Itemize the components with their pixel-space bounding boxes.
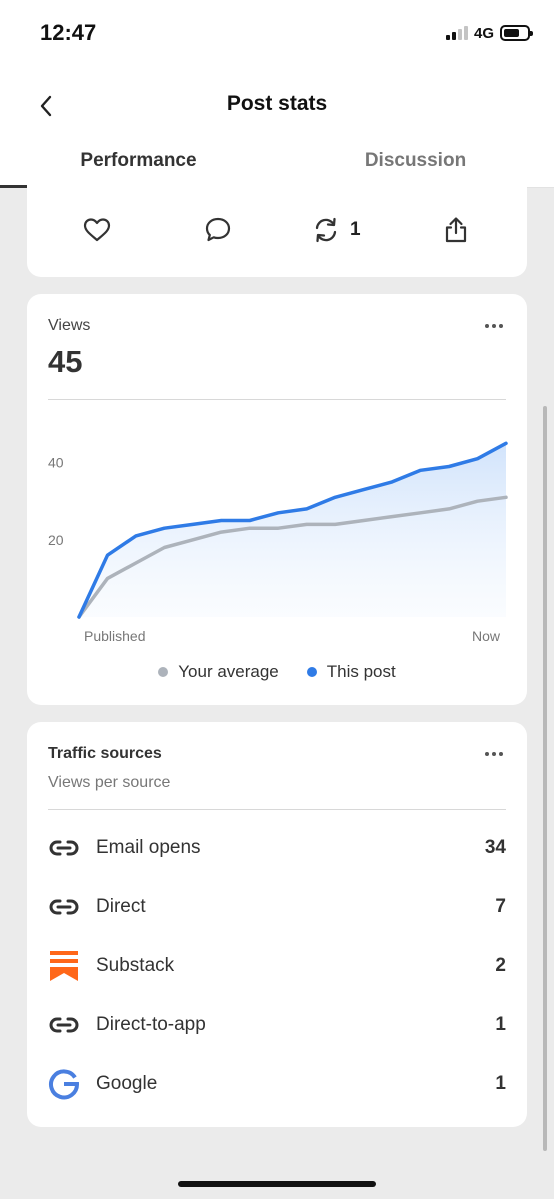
legend-item-post: This post: [306, 662, 396, 682]
status-indicators: 4G: [445, 22, 533, 44]
restack-button[interactable]: 1: [312, 212, 361, 248]
traffic-sources-card: Traffic sources Views per source Email o…: [27, 722, 527, 1127]
heart-icon: [83, 218, 111, 242]
source-count: 1: [495, 1073, 506, 1094]
dot-icon: [492, 324, 496, 328]
traffic-row-substack: Substack 2: [48, 948, 506, 984]
page-title: Post stats: [226, 92, 328, 115]
restack-count: 1: [350, 219, 361, 240]
network-type: 4G: [473, 24, 494, 42]
traffic-row-direct: Direct 7: [48, 889, 506, 925]
share-icon: [445, 217, 467, 243]
source-name: Google: [96, 1073, 158, 1094]
tab-discussion[interactable]: Discussion: [364, 150, 467, 171]
comment-icon: [205, 217, 231, 242]
share-button[interactable]: [443, 212, 469, 248]
post-area: [79, 443, 506, 617]
divider: [48, 809, 506, 810]
dot-icon: [485, 752, 489, 756]
signal-icon: [445, 26, 468, 40]
engagement-card: 1: [27, 168, 527, 277]
legend-dot-post: [306, 667, 317, 677]
y-tick-label: 20: [48, 532, 64, 548]
chevron-left-icon: [40, 95, 52, 117]
views-label: Views: [48, 317, 91, 334]
link-icon: [48, 1009, 80, 1041]
dot-icon: [492, 752, 496, 756]
source-count: 2: [495, 955, 506, 976]
comment-button[interactable]: [204, 212, 232, 248]
header: Post stats: [0, 66, 554, 142]
views-more-button[interactable]: [485, 322, 505, 330]
x-tick-label-end: Now: [472, 628, 501, 644]
traffic-more-button[interactable]: [485, 750, 505, 758]
home-indicator: [178, 1181, 376, 1187]
traffic-title: Traffic sources: [48, 745, 162, 762]
source-name: Direct: [96, 896, 146, 917]
series-line-this-post: [77, 441, 508, 619]
source-count: 7: [495, 896, 506, 917]
views-card: Views 45 20 40 Published Now Your average…: [27, 294, 527, 705]
status-time: 12:47: [40, 20, 97, 45]
legend-label-post: This post: [326, 662, 396, 681]
traffic-row-google: Google 1: [48, 1066, 506, 1102]
legend-item-average: Your average: [158, 662, 279, 682]
restack-icon: [315, 217, 337, 243]
legend-dot-average: [158, 667, 169, 677]
dot-icon: [485, 324, 489, 328]
substack-icon: [48, 950, 80, 982]
source-name: Email opens: [96, 837, 201, 858]
series-line-your-average: [77, 495, 508, 619]
traffic-row-email-opens: Email opens 34: [48, 830, 506, 866]
views-total: 45: [48, 344, 83, 379]
source-name: Substack: [96, 955, 175, 976]
dot-icon: [499, 752, 503, 756]
y-tick-label: 40: [48, 455, 64, 471]
chart-legend: Your average This post: [27, 662, 527, 682]
source-count: 34: [484, 837, 506, 858]
google-icon: [48, 1068, 80, 1100]
scrollbar[interactable]: [543, 406, 547, 1151]
divider: [48, 399, 506, 400]
views-chart: 20 40 Published Now: [48, 441, 508, 644]
link-icon: [48, 832, 80, 864]
x-tick-label-start: Published: [84, 628, 146, 644]
status-bar: 12:47 4G: [0, 0, 554, 66]
back-button[interactable]: [30, 90, 62, 122]
traffic-row-direct-to-app: Direct-to-app 1: [48, 1007, 506, 1043]
link-icon: [48, 891, 80, 923]
legend-label-average: Your average: [178, 662, 279, 681]
battery-icon: [500, 25, 533, 41]
like-button[interactable]: [83, 212, 111, 248]
source-count: 1: [495, 1014, 506, 1035]
source-name: Direct-to-app: [96, 1014, 206, 1035]
dot-icon: [499, 324, 503, 328]
traffic-subtitle: Views per source: [48, 774, 171, 791]
